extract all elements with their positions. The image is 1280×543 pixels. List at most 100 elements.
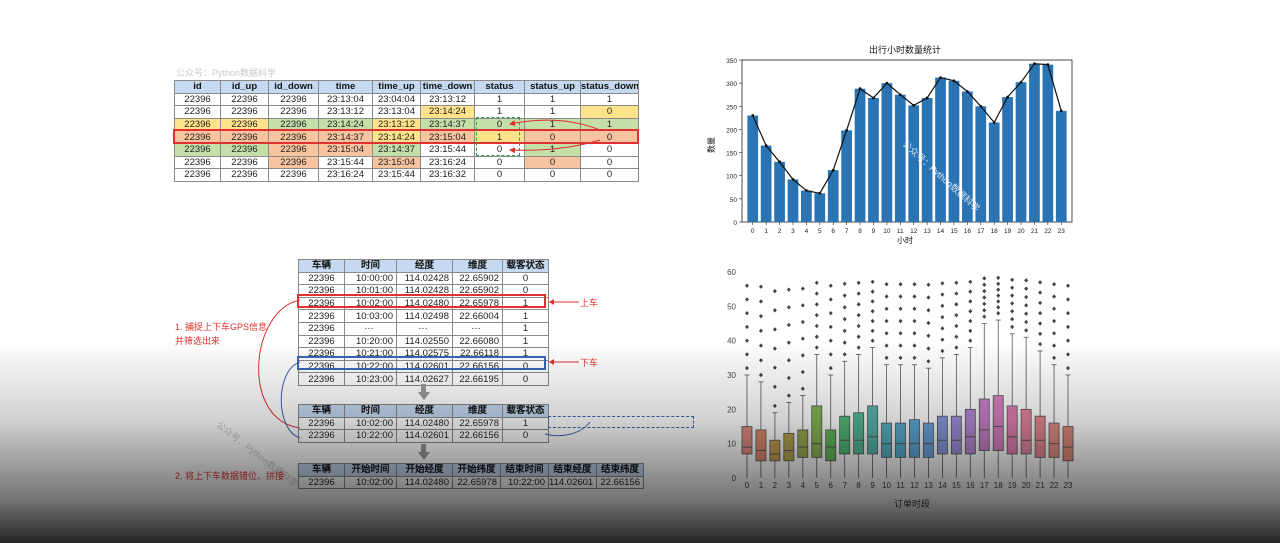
table-header-cell: time <box>318 80 373 94</box>
x-tick-label: 9 <box>872 228 876 235</box>
bar <box>881 83 893 222</box>
outlier-marker <box>828 338 833 343</box>
table-cell: 114.02428 <box>396 271 453 286</box>
table-cell: 23:15:44 <box>318 155 373 170</box>
outlier-marker <box>856 334 861 339</box>
x-tick-label: 8 <box>858 228 862 235</box>
outlier-marker <box>912 343 917 348</box>
outlier-marker <box>982 276 987 281</box>
trend-point <box>992 121 996 124</box>
table-cell: 10:22:00 <box>500 475 549 490</box>
outlier-marker <box>856 323 861 329</box>
outlier-marker <box>1066 283 1071 288</box>
x-tick-label: 19 <box>1008 481 1017 490</box>
outlier-marker <box>982 308 987 313</box>
table-header-cell: 车辆 <box>298 259 345 273</box>
outlier-marker <box>842 328 847 334</box>
table-cell: 114.02498 <box>396 309 453 323</box>
shift-curve <box>544 421 591 437</box>
x-tick-label: 18 <box>991 228 999 235</box>
outlier-marker <box>842 281 847 286</box>
outlier-marker <box>912 318 917 324</box>
box <box>909 419 920 458</box>
outlier-marker <box>912 294 917 299</box>
x-tick-label: 22 <box>1050 481 1059 490</box>
table-cell: 22396 <box>268 168 319 182</box>
table-cell: 22396 <box>220 155 269 170</box>
x-tick-label: 14 <box>938 481 947 490</box>
outlier-marker <box>1066 365 1071 371</box>
outlier-marker <box>870 289 875 294</box>
outlier-marker <box>954 280 959 285</box>
outlier-marker <box>870 279 875 285</box>
box <box>769 439 781 462</box>
table-cell: 23:16:24 <box>420 155 475 170</box>
outlier-marker <box>828 365 833 371</box>
bar <box>787 179 799 222</box>
outlier-marker <box>744 297 749 302</box>
x-tick-label: 5 <box>818 228 822 235</box>
bar <box>1055 110 1067 222</box>
x-tick-label: 15 <box>952 481 961 490</box>
box <box>797 429 809 458</box>
outlier-marker <box>842 340 847 345</box>
outlier-marker <box>982 282 987 287</box>
box <box>825 429 837 462</box>
outlier-marker <box>968 328 973 334</box>
table-header-cell: 时间 <box>344 259 397 273</box>
outlier-marker <box>744 352 749 357</box>
x-tick-label: 5 <box>815 481 820 490</box>
outlier-marker <box>800 386 805 391</box>
table-header-cell: 开始时间 <box>344 463 397 477</box>
trend-point <box>791 178 795 181</box>
outlier-marker <box>870 338 875 343</box>
chart-xlabel: 订单时段 <box>894 498 930 509</box>
table-header-cell: 车辆 <box>298 463 345 477</box>
x-tick-label: 17 <box>980 481 989 490</box>
outlier-marker <box>870 309 875 314</box>
outlier-marker <box>1052 331 1057 336</box>
table-cell: 23:15:44 <box>372 168 421 182</box>
x-tick-label: 20 <box>1022 481 1031 490</box>
outlier-marker <box>1052 306 1057 311</box>
box <box>783 432 795 462</box>
outlier-marker <box>1024 286 1029 291</box>
table-cell: 23:04:04 <box>372 92 421 107</box>
outlier-marker <box>926 308 931 313</box>
table-cell: 1 <box>502 334 549 349</box>
bar <box>747 115 759 222</box>
flow-arrow-icon <box>418 452 430 460</box>
outlier-marker <box>940 281 945 286</box>
outlier-marker <box>1038 280 1043 285</box>
x-tick-label: 0 <box>751 228 755 235</box>
table-cell: 1 <box>474 92 525 107</box>
outlier-marker <box>1038 311 1043 316</box>
trend-point <box>885 81 889 85</box>
table-cell: 22396 <box>220 105 269 119</box>
table-cell: 0 <box>580 168 639 182</box>
outlier-marker <box>954 291 959 296</box>
outlier-marker <box>996 287 1001 292</box>
outlier-marker <box>856 302 861 307</box>
outlier-marker <box>744 324 749 330</box>
bar <box>1002 97 1013 222</box>
trend-point <box>1019 80 1023 84</box>
table-cell: 114.02601 <box>396 429 453 443</box>
box <box>978 398 990 451</box>
table-header-cell: 开始纬度 <box>452 463 501 477</box>
outlier-marker <box>1066 324 1071 330</box>
outlier-marker <box>842 316 847 322</box>
box <box>1020 408 1032 455</box>
outlier-marker <box>744 365 749 371</box>
outlier-marker <box>758 343 763 348</box>
outlier-marker <box>940 303 945 309</box>
outlier-marker <box>1038 300 1043 306</box>
label-arrows <box>549 299 579 365</box>
table-cell: 22396 <box>220 168 269 182</box>
outlier-marker <box>996 299 1001 304</box>
x-tick-label: 22 <box>1044 228 1052 235</box>
outlier-marker <box>1024 328 1029 333</box>
outlier-marker <box>786 305 791 310</box>
table-cell: 22.65978 <box>452 475 501 490</box>
